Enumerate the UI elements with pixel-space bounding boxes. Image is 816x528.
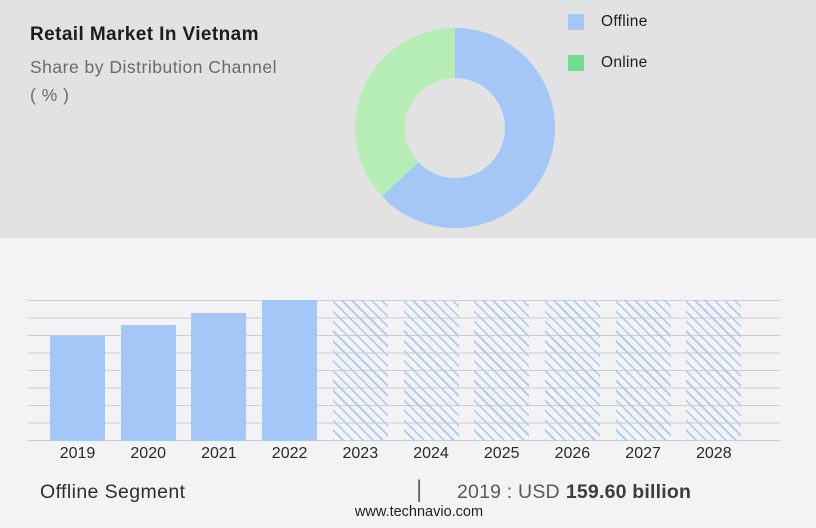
x-tick-label-2020: 2020 [130, 445, 166, 462]
forecast-bar-2027 [615, 300, 671, 441]
bar-chart [28, 300, 780, 441]
bar-2022 [262, 300, 318, 441]
bar-2021 [191, 313, 247, 441]
segment-label: Offline Segment [40, 481, 186, 503]
caption-row: Offline Segment | 2019 : USD 159.60 billi… [0, 476, 816, 507]
chart-legend: Offline Online [568, 13, 648, 96]
x-tick-label-2023: 2023 [342, 445, 379, 462]
donut-chart [355, 28, 555, 228]
legend-item-online: Online [568, 54, 648, 71]
summary-panel: Retail Market In Vietnam Share by Distri… [0, 0, 816, 238]
forecast-bar-2026 [544, 300, 600, 441]
bar-2020 [120, 325, 176, 441]
x-tick-label-2026: 2026 [554, 445, 591, 462]
donut-hole [405, 78, 505, 178]
x-tick-label-2025: 2025 [483, 445, 520, 462]
page-subtitle: Share by Distribution Channel [30, 57, 277, 77]
trend-panel: 2019 2020 2021 2022 2023 2024 2025 2026 2027 2028… [0, 238, 816, 528]
forecast-bar-2028 [686, 300, 742, 441]
value-amount: 159.60 billion [565, 481, 692, 503]
heading-block: Retail Market In Vietnam Share by Distri… [30, 24, 350, 107]
x-tick-label-2028: 2028 [696, 445, 732, 462]
legend-label: Offline [601, 13, 648, 30]
website-text: www.technavio.com [354, 504, 484, 520]
value-line: 2019 : USD 159.60 billion [457, 481, 691, 504]
divider-bar: | [416, 476, 423, 503]
x-tick-label-2021: 2021 [201, 445, 237, 462]
x-tick-label-2024: 2024 [413, 445, 449, 462]
unit-line: ( % ) [30, 84, 70, 105]
forecast-bar-2025 [474, 300, 530, 441]
value-prefix: 2019 : USD [457, 481, 560, 503]
legend-swatch-icon [568, 55, 584, 71]
forecast-bar-2023 [332, 300, 388, 441]
x-axis-labels: 2019 2020 2021 2022 2023 2024 2025 2026 2027 2028 [28, 445, 780, 465]
forecast-bar-2024 [403, 300, 459, 441]
page-title: Retail Market In Vietnam [30, 24, 259, 45]
x-tick-label-2019: 2019 [59, 445, 96, 462]
legend-item-offline: Offline [568, 13, 648, 30]
legend-label: Online [601, 54, 648, 71]
x-tick-label-2027: 2027 [625, 445, 661, 462]
legend-swatch-icon [568, 14, 584, 30]
x-tick-label-2022: 2022 [271, 445, 308, 462]
bar-2019 [50, 336, 105, 441]
